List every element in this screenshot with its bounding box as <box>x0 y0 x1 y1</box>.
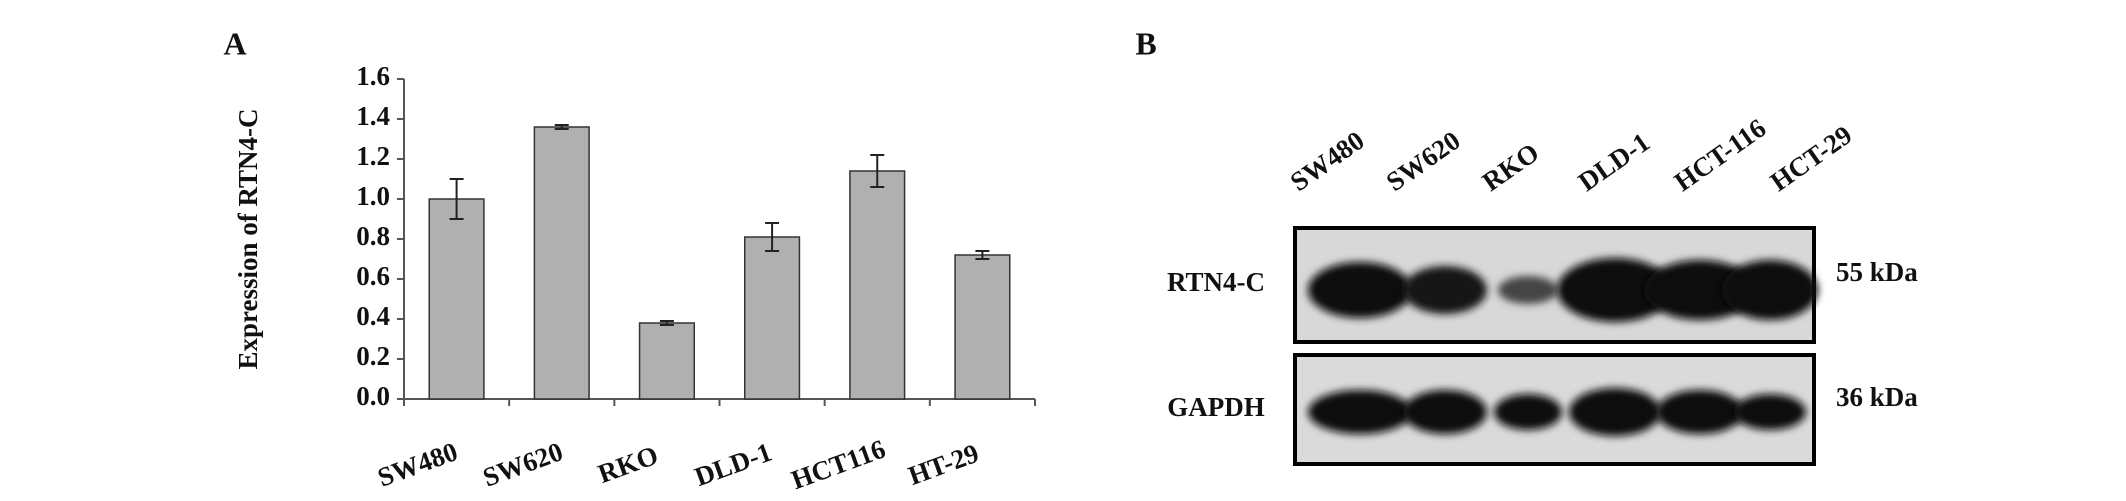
y-tick-label: 1.6 <box>356 61 390 91</box>
y-tick-label: 1.2 <box>356 141 390 171</box>
x-tick-label: SW620 <box>479 436 567 492</box>
y-tick-label: 0.8 <box>356 221 390 251</box>
bar <box>638 322 696 400</box>
lane-label: SW620 <box>1381 125 1466 197</box>
band <box>1308 390 1412 434</box>
x-tick-label: DLD-1 <box>691 437 776 492</box>
y-tick-label: 0.2 <box>356 341 390 371</box>
error-bar <box>659 320 674 326</box>
error-bar <box>554 124 569 130</box>
band <box>1656 390 1744 434</box>
x-tick-label: HT-29 <box>904 438 982 491</box>
bands <box>1308 258 1818 436</box>
x-tick-label: HCT116 <box>787 434 889 496</box>
band <box>1722 260 1818 320</box>
y-tick-label: 0.6 <box>356 261 390 291</box>
lane-label: SW480 <box>1285 125 1370 197</box>
band <box>1498 276 1558 304</box>
x-tick-label: SW480 <box>374 436 462 492</box>
error-bar <box>870 154 885 188</box>
y-tick-label: 0.0 <box>356 381 390 411</box>
bar <box>849 170 906 400</box>
x-tick-label: RKO <box>594 440 662 489</box>
band <box>1308 262 1412 318</box>
lane-label: RKO <box>1477 137 1545 197</box>
band <box>1644 260 1756 320</box>
row-label: GAPDH <box>1167 392 1265 422</box>
lane-label: DLD-1 <box>1573 127 1655 197</box>
band <box>1734 394 1806 430</box>
size-label: 36 kDa <box>1836 382 1918 412</box>
y-axis-label: Expression of RTN4-C <box>233 108 263 369</box>
y-tick-label: 1.4 <box>356 101 390 131</box>
row-label: RTN4-C <box>1167 267 1265 297</box>
panel-label: B <box>1135 25 1156 61</box>
y-tick-label: 1.0 <box>356 181 390 211</box>
band <box>1403 266 1487 314</box>
size-label: 55 kDa <box>1836 257 1918 287</box>
bar <box>533 126 590 400</box>
band <box>1403 390 1487 434</box>
band <box>1569 388 1661 436</box>
bar <box>743 236 801 400</box>
error-bar <box>449 178 464 220</box>
y-tick-label: 0.4 <box>356 301 390 331</box>
band <box>1557 258 1673 322</box>
error-bar <box>765 222 780 252</box>
lane-label: HCT-116 <box>1669 113 1771 197</box>
bar <box>954 254 1011 400</box>
bar <box>428 198 485 400</box>
band <box>1494 394 1562 430</box>
error-bar <box>975 250 990 260</box>
lane-label: HCT-29 <box>1765 120 1858 197</box>
panel-label: A <box>223 25 246 61</box>
